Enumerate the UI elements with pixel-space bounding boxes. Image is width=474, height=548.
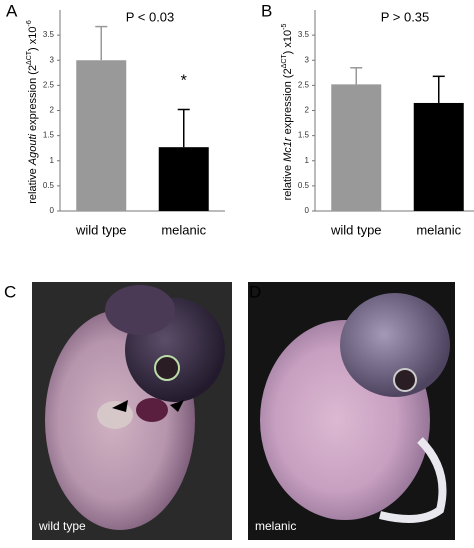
y-axis-label-part: expression (2	[27, 65, 39, 134]
x-tick-label: wild type	[75, 222, 127, 237]
annotation: *	[181, 73, 187, 90]
image-caption: melanic	[255, 519, 296, 533]
bar	[331, 84, 382, 211]
y-tick-label: 3.5	[43, 30, 55, 39]
y-tick-label: 0.5	[43, 181, 55, 190]
error-bar	[177, 108, 190, 148]
y-tick-label: 2	[305, 106, 310, 115]
y-axis-label-part: expression (2	[282, 68, 294, 137]
y-tick-label: 0.5	[298, 181, 310, 190]
error-bar	[350, 67, 363, 85]
y-axis-label-part: relative	[282, 162, 294, 201]
chart-title: P > 0.35	[381, 9, 430, 24]
y-tick-label: 1	[50, 156, 55, 165]
x-tick-label: melanic	[416, 222, 461, 237]
y-axis-label-part: ΔCT	[26, 50, 33, 65]
y-tick-label: 2.5	[43, 80, 55, 89]
y-tick-label: 1.5	[298, 131, 310, 140]
y-tick-label: 3.5	[298, 30, 310, 39]
y-axis-label-part: -6	[26, 20, 33, 26]
y-axis-label-part: ) x10	[27, 26, 39, 50]
y-axis-label-part: Mc1r	[282, 136, 294, 162]
panel-label: C	[4, 282, 16, 301]
y-axis-label: relative Mc1r expression (2ΔCT) x10-5	[281, 24, 294, 201]
y-tick-label: 2.5	[298, 80, 310, 89]
panel-label: D	[249, 282, 261, 301]
y-tick-label: 0	[305, 206, 310, 215]
bar	[76, 60, 127, 211]
error-bar	[95, 25, 108, 61]
y-tick-label: 3	[50, 55, 55, 64]
y-tick-label: 2	[50, 106, 55, 115]
image-caption: wild type	[38, 519, 86, 533]
y-axis-label-part: Agouti	[27, 133, 39, 166]
bar	[413, 102, 464, 211]
panel-label: B	[261, 1, 272, 20]
photo-d	[248, 282, 455, 540]
error-bar	[432, 75, 445, 103]
chart-title: P < 0.03	[126, 9, 175, 24]
photo-c	[32, 282, 232, 540]
y-tick-label: 1	[305, 156, 310, 165]
x-tick-label: wild type	[330, 222, 382, 237]
y-axis-label-part: ΔCT	[281, 54, 288, 69]
x-tick-label: melanic	[161, 222, 206, 237]
y-axis-label-part: ) x10	[282, 30, 294, 54]
y-tick-label: 1.5	[43, 131, 55, 140]
y-tick-label: 3	[305, 55, 310, 64]
bar	[158, 147, 209, 211]
y-axis-label: relative Agouti expression (2ΔCT) x10-6	[26, 20, 39, 204]
y-tick-label: 0	[50, 206, 55, 215]
y-axis-label-part: -5	[281, 24, 288, 30]
panel-label: A	[6, 1, 18, 20]
y-axis-label-part: relative	[27, 165, 39, 204]
